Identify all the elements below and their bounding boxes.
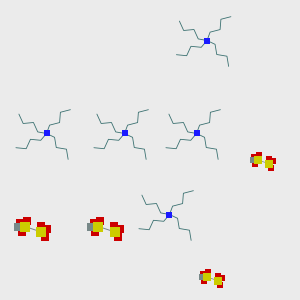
Point: [44, 226, 49, 231]
Point: [116, 235, 121, 240]
Point: [205, 38, 209, 43]
Point: [91, 220, 96, 225]
Point: [24, 218, 29, 223]
Point: [118, 226, 122, 231]
Point: [215, 278, 220, 283]
Point: [98, 218, 103, 223]
Point: [38, 224, 43, 228]
Point: [20, 230, 24, 234]
Point: [112, 230, 117, 234]
Point: [215, 274, 220, 278]
Point: [255, 158, 260, 162]
Point: [253, 162, 258, 167]
Point: [266, 161, 271, 166]
Point: [22, 224, 27, 229]
Point: [18, 220, 22, 225]
Point: [44, 131, 49, 136]
Point: [42, 235, 47, 240]
Point: [93, 230, 98, 234]
Point: [256, 153, 261, 158]
Point: [270, 159, 275, 164]
Point: [201, 271, 206, 276]
Point: [122, 131, 127, 136]
Point: [218, 282, 223, 287]
Point: [252, 154, 256, 159]
Point: [204, 274, 209, 279]
Point: [269, 165, 274, 170]
Point: [167, 212, 172, 217]
Point: [112, 224, 116, 228]
Point: [39, 230, 44, 234]
Point: [15, 225, 20, 230]
Point: [194, 131, 199, 136]
Point: [250, 158, 255, 163]
Point: [89, 225, 94, 230]
Point: [219, 276, 224, 280]
Point: [202, 279, 207, 283]
Point: [96, 224, 101, 229]
Point: [205, 270, 210, 275]
Point: [199, 275, 204, 280]
Point: [266, 157, 271, 161]
